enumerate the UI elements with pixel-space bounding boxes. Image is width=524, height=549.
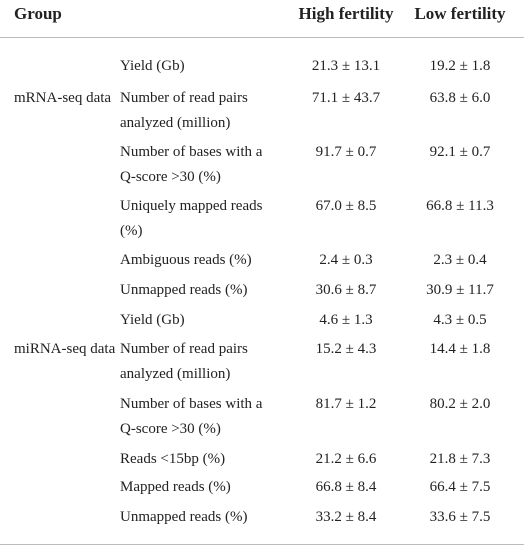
high-value: 4.6 ± 1.3	[319, 312, 373, 328]
header-rule	[0, 37, 524, 38]
bottom-rule	[0, 544, 524, 545]
metric-label: Number of read pairs	[120, 90, 248, 106]
group-label: mRNA-seq data	[14, 90, 112, 106]
metric-label: Mapped reads (%)	[120, 479, 231, 495]
high-value: 2.4 ± 0.3	[319, 252, 373, 268]
high-value: 66.8 ± 8.4	[315, 479, 377, 495]
metric-label: analyzed (million)	[120, 115, 231, 131]
high-value: 21.2 ± 6.6	[315, 451, 377, 467]
high-value: 21.3 ± 13.1	[311, 58, 381, 74]
metric-label: Q-score >30 (%)	[120, 421, 221, 437]
high-value: 33.2 ± 8.4	[315, 509, 377, 525]
low-value: 21.8 ± 7.3	[429, 451, 491, 467]
low-value: 66.4 ± 7.5	[429, 479, 491, 495]
low-value: 30.9 ± 11.7	[426, 282, 494, 298]
metric-label: Number of bases with a	[120, 144, 263, 160]
metric-label: Yield (Gb)	[120, 312, 185, 328]
metric-label: Uniquely mapped reads	[120, 198, 263, 214]
metric-label: Reads <15bp (%)	[120, 451, 226, 467]
metric-label: Number of read pairs	[120, 341, 248, 357]
header-cell: Group	[14, 4, 62, 23]
high-value: 15.2 ± 4.3	[315, 341, 377, 357]
metric-label: Unmapped reads (%)	[120, 282, 248, 298]
metric-label: Number of bases with a	[120, 396, 263, 412]
low-value: 4.3 ± 0.5	[433, 312, 487, 328]
metric-label: analyzed (million)	[120, 366, 231, 382]
metric-label: Q-score >30 (%)	[120, 169, 221, 185]
metric-label: Yield (Gb)	[120, 58, 185, 74]
high-value: 30.6 ± 8.7	[315, 282, 377, 298]
high-value: 71.1 ± 43.7	[311, 90, 381, 106]
low-value: 66.8 ± 11.3	[426, 198, 494, 214]
low-value: 33.6 ± 7.5	[429, 509, 491, 525]
high-value: 81.7 ± 1.2	[315, 396, 377, 412]
low-value: 92.1 ± 0.7	[429, 144, 491, 160]
header-cell: High fertility	[298, 4, 394, 23]
high-value: 91.7 ± 0.7	[315, 144, 377, 160]
low-value: 14.4 ± 1.8	[429, 341, 491, 357]
metric-label: (%)	[120, 223, 143, 239]
low-value: 80.2 ± 2.0	[429, 396, 491, 412]
low-value: 19.2 ± 1.8	[429, 58, 491, 74]
high-value: 67.0 ± 8.5	[315, 198, 377, 214]
metric-label: Ambiguous reads (%)	[120, 252, 252, 268]
low-value: 2.3 ± 0.4	[433, 252, 487, 268]
low-value: 63.8 ± 6.0	[429, 90, 491, 106]
group-label: miRNA-seq data	[14, 341, 116, 357]
header-cell: Low fertility	[414, 4, 506, 23]
metric-label: Unmapped reads (%)	[120, 509, 248, 525]
